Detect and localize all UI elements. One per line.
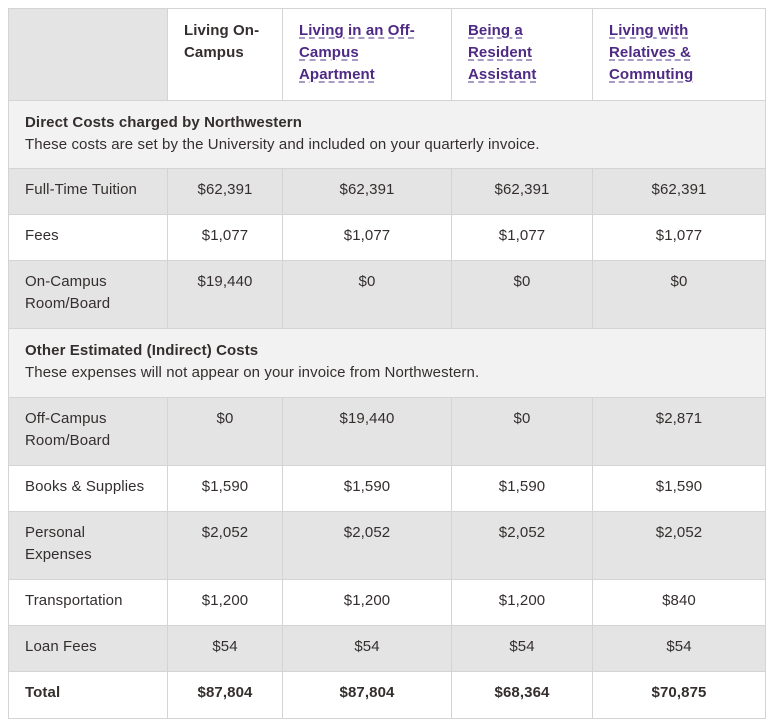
cell-value: $1,590 [282, 465, 452, 512]
total-value: $70,875 [592, 671, 766, 719]
total-value: $68,364 [451, 671, 593, 719]
cell-value: $0 [167, 397, 283, 466]
cell-value: $1,200 [282, 579, 452, 626]
row-label: On-Campus Room/Board [8, 260, 168, 329]
cell-value: $54 [282, 625, 452, 672]
cell-value: $1,590 [592, 465, 766, 512]
total-row: Total $87,804 $87,804 $68,364 $70,875 [8, 671, 766, 719]
header-off-campus-apartment[interactable]: Living in an Off-Campus Apartment [282, 8, 452, 101]
cell-value: $0 [592, 260, 766, 329]
cell-value: $0 [282, 260, 452, 329]
header-blank-cell [8, 8, 168, 101]
row-label: Fees [8, 214, 168, 261]
cell-value: $2,871 [592, 397, 766, 466]
resident-assistant-link[interactable]: Being a Resident Assistant [468, 22, 537, 83]
row-label: Books & Supplies [8, 465, 168, 512]
cell-value: $54 [592, 625, 766, 672]
cell-value: $54 [451, 625, 593, 672]
cell-value: $54 [167, 625, 283, 672]
row-label: Off-Campus Room/Board [8, 397, 168, 466]
row-label: Loan Fees [8, 625, 168, 672]
total-label: Total [8, 671, 168, 719]
cell-value: $62,391 [167, 168, 283, 215]
total-value: $87,804 [167, 671, 283, 719]
cell-value: $2,052 [167, 511, 283, 580]
row-label: Transportation [8, 579, 168, 626]
table-row: On-Campus Room/Board $19,440 $0 $0 $0 [8, 260, 766, 329]
cost-of-attendance-table: Living On-Campus Living in an Off-Campus… [8, 8, 766, 719]
section-title: Other Estimated (Indirect) Costs [25, 342, 259, 359]
table-row: Books & Supplies $1,590 $1,590 $1,590 $1… [8, 465, 766, 512]
cell-value: $2,052 [592, 511, 766, 580]
row-label: Personal Expenses [8, 511, 168, 580]
section-description: These costs are set by the University an… [25, 136, 540, 153]
header-row: Living On-Campus Living in an Off-Campus… [8, 8, 766, 101]
cell-value: $1,077 [167, 214, 283, 261]
cell-value: $2,052 [282, 511, 452, 580]
section-header-indirect-costs: Other Estimated (Indirect) Costs These e… [8, 328, 766, 398]
cell-value: $1,590 [451, 465, 593, 512]
relatives-commuting-link[interactable]: Living with Relatives & Commuting [609, 22, 694, 83]
cell-value: $1,200 [167, 579, 283, 626]
cell-value: $1,200 [451, 579, 593, 626]
cell-value: $0 [451, 397, 593, 466]
cell-value: $62,391 [451, 168, 593, 215]
header-resident-assistant[interactable]: Being a Resident Assistant [451, 8, 593, 101]
table-row: Personal Expenses $2,052 $2,052 $2,052 $… [8, 511, 766, 580]
table-row: Loan Fees $54 $54 $54 $54 [8, 625, 766, 672]
cell-value: $1,077 [592, 214, 766, 261]
cell-value: $2,052 [451, 511, 593, 580]
header-relatives-commuting[interactable]: Living with Relatives & Commuting [592, 8, 766, 101]
cell-value: $1,590 [167, 465, 283, 512]
header-living-on-campus: Living On-Campus [167, 8, 283, 101]
cell-value: $19,440 [282, 397, 452, 466]
off-campus-apartment-link[interactable]: Living in an Off-Campus Apartment [299, 22, 415, 83]
cell-value: $0 [451, 260, 593, 329]
total-value: $87,804 [282, 671, 452, 719]
cell-value: $1,077 [282, 214, 452, 261]
cell-value: $19,440 [167, 260, 283, 329]
table-row: Off-Campus Room/Board $0 $19,440 $0 $2,8… [8, 397, 766, 466]
cell-value: $62,391 [592, 168, 766, 215]
cell-value: $840 [592, 579, 766, 626]
table-row: Full-Time Tuition $62,391 $62,391 $62,39… [8, 168, 766, 215]
cell-value: $1,077 [451, 214, 593, 261]
row-label: Full-Time Tuition [8, 168, 168, 215]
table-row: Transportation $1,200 $1,200 $1,200 $840 [8, 579, 766, 626]
cell-value: $62,391 [282, 168, 452, 215]
section-description: These expenses will not appear on your i… [25, 364, 480, 381]
section-header-direct-costs: Direct Costs charged by Northwestern The… [8, 100, 766, 169]
section-title: Direct Costs charged by Northwestern [25, 114, 302, 131]
table-row: Fees $1,077 $1,077 $1,077 $1,077 [8, 214, 766, 261]
